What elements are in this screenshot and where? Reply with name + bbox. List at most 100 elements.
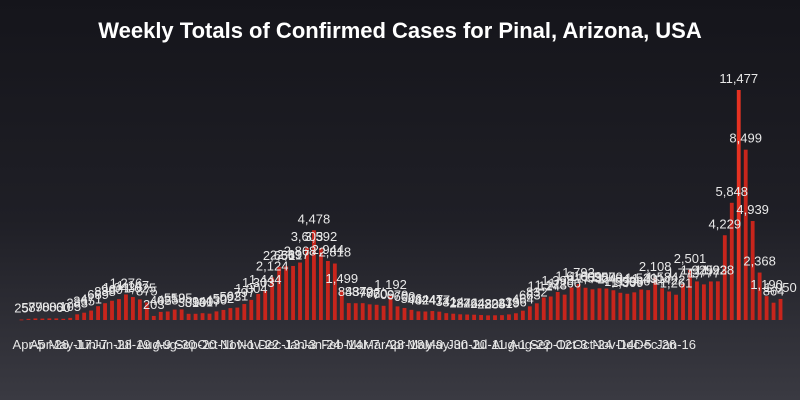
bar-value-label: 679 (387, 287, 409, 302)
bar (68, 317, 73, 320)
bar (409, 309, 414, 320)
bar (144, 302, 149, 320)
bar (381, 305, 386, 320)
bar (527, 306, 532, 320)
bar-value-label: 203 (143, 297, 165, 312)
bar (339, 289, 344, 320)
bar (548, 296, 553, 320)
x-tick-label: Mar-7 (346, 337, 380, 352)
bar (19, 319, 24, 321)
bar (604, 288, 609, 320)
bar (625, 293, 630, 320)
bar-value-label: 1,773 (667, 265, 700, 280)
bar-value-label: 1,303 (242, 275, 275, 290)
bar-value-label: 1,276 (110, 275, 143, 290)
bar-value-label: 1,192 (374, 277, 407, 292)
bar (89, 310, 94, 320)
bar-value-label: 1,777 (688, 265, 721, 280)
bar-value-label: 797 (233, 285, 255, 300)
bar (284, 266, 289, 320)
bar (402, 307, 407, 320)
x-tick-label: Oct-11 (197, 337, 235, 352)
bar (332, 263, 337, 320)
bar (319, 248, 323, 320)
bar-value-label: 2,681 (270, 247, 303, 262)
bar (541, 297, 546, 320)
bar (562, 294, 567, 320)
bar-value-label: 832 (526, 284, 548, 299)
bar (771, 302, 776, 320)
x-tick-label: Jan-24 (301, 337, 341, 352)
bar-value-label: 683 (519, 287, 541, 302)
bar-value-label: 760 (366, 286, 388, 301)
bar (82, 312, 87, 320)
bar-value-label: 105 (59, 299, 81, 314)
bar (388, 296, 393, 320)
bar-value-label: 336 (505, 294, 527, 309)
bar-value-label: 2,651 (263, 248, 296, 263)
bar-value-label: 230 (477, 296, 499, 311)
bar (416, 311, 421, 320)
bar (360, 303, 365, 320)
bar-value-label: 1,398 (541, 273, 574, 288)
bar-value-label: 837 (345, 284, 367, 299)
x-tick-label: Dec-26 (634, 337, 676, 352)
bar (165, 311, 170, 320)
bar-value-label: 1,261 (660, 276, 693, 291)
bar-value-label: 11,477 (719, 71, 758, 86)
bar-value-label: 1,580 (583, 269, 616, 284)
bar-value-label: 1,004 (235, 281, 268, 296)
x-tick-label: Aug-9 (136, 337, 171, 352)
bar-value-label: 1,928 (702, 262, 735, 277)
bar (353, 303, 358, 320)
bar (54, 318, 59, 320)
bar-value-label: 5,848 (715, 184, 748, 199)
bar (486, 315, 490, 320)
x-tick-label: May-30 (425, 337, 468, 352)
x-tick-label: Oct-3 (556, 337, 588, 352)
bar (618, 292, 623, 320)
bar (75, 314, 80, 320)
bar-value-label: 621 (226, 289, 248, 304)
x-tick-label: Jan-3 (284, 337, 317, 352)
bar-value-label: 317 (199, 295, 221, 310)
bar-value-label: 1,309 (611, 275, 644, 290)
bar-value-label: 1,147 (117, 278, 150, 293)
bar-value-label: 4,939 (736, 202, 769, 217)
bar (736, 90, 741, 320)
x-tick-label: Jun-20 (447, 337, 487, 352)
x-tick-label: Mar-28 (363, 337, 404, 352)
bar-value-label: 593 (220, 289, 242, 304)
bar (493, 315, 497, 320)
bar (611, 290, 616, 320)
bar (235, 307, 240, 320)
x-tick-label: Jan-16 (656, 337, 696, 352)
bar (778, 298, 783, 320)
bar (33, 318, 38, 320)
bar-value-label: 80 (42, 299, 56, 314)
bar-value-label: 838 (94, 284, 116, 299)
bar-value-label: 689 (87, 287, 109, 302)
x-tick-label: Jul-11 (471, 337, 505, 352)
bar-value-label: 2,501 (674, 251, 707, 266)
bar (103, 303, 107, 320)
bar-value-label: 2,818 (319, 245, 352, 260)
bar (291, 265, 295, 320)
bar (653, 277, 658, 320)
bar-value-label: 2,108 (639, 259, 672, 274)
bar-value-label: 2,697 (277, 247, 310, 262)
bar (715, 281, 720, 320)
chart-title: Weekly Totals of Confirmed Cases for Pin… (98, 18, 702, 43)
bar (534, 303, 539, 320)
x-tick-label: Apr-26 (30, 337, 69, 352)
bar (277, 266, 282, 320)
bar (221, 309, 226, 320)
bar-value-label: 424 (415, 293, 437, 308)
bar-value-label: 1,925 (681, 262, 714, 277)
bar-value-label: 960 (101, 282, 123, 297)
bar (576, 284, 581, 320)
x-tick-label: May-17 (49, 337, 92, 352)
bar (722, 235, 727, 320)
bar (423, 311, 428, 320)
